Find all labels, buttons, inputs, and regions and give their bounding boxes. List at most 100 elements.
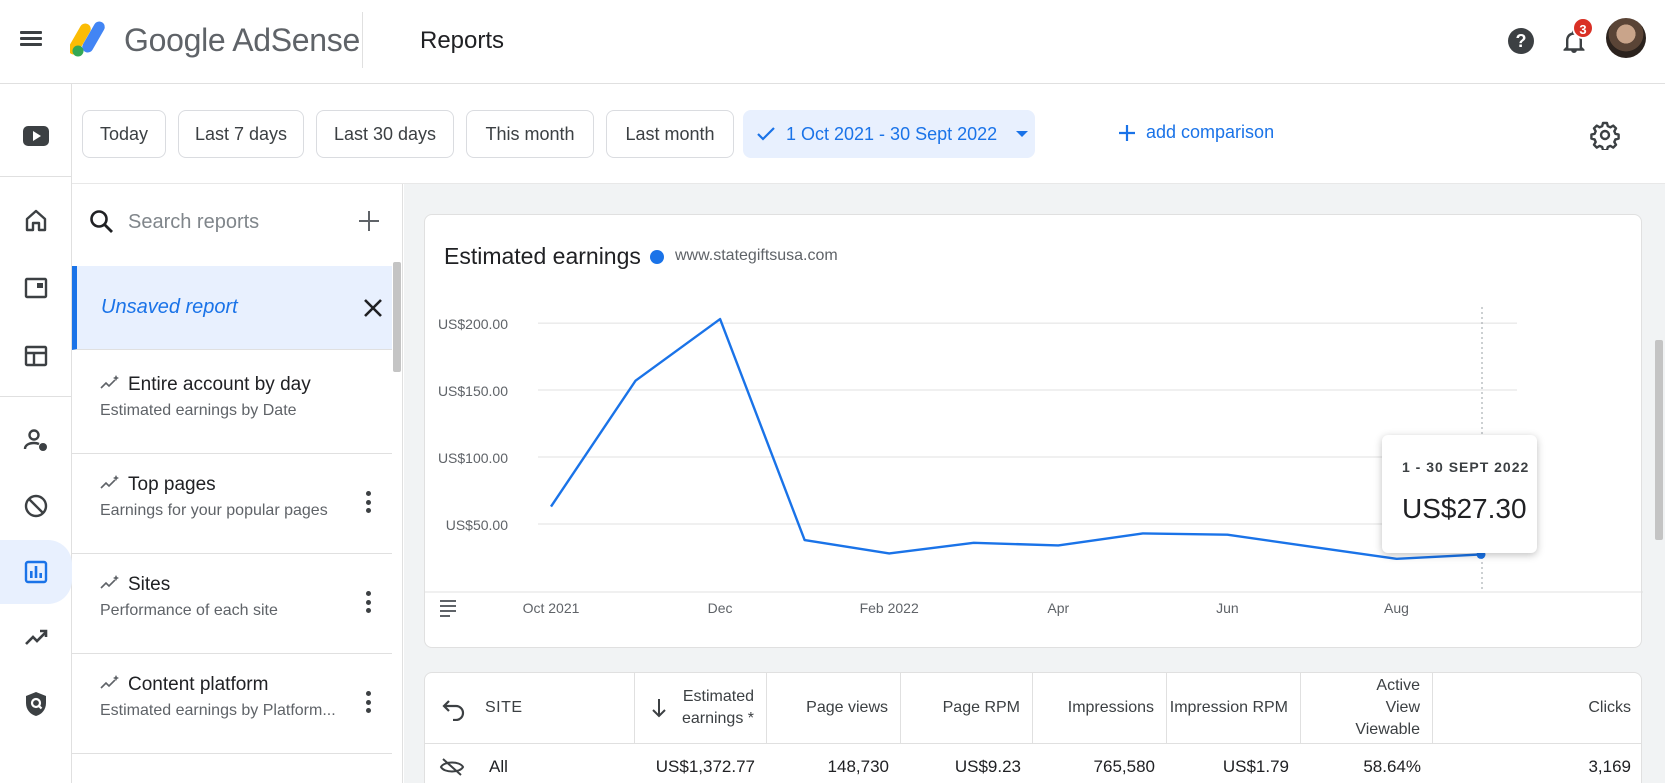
col-header-estimated-earnings[interactable]: Estimated earnings *	[635, 673, 767, 743]
date-filter-bar: Today Last 7 days Last 30 days This mont…	[72, 84, 1665, 184]
report-item-content-platform[interactable]: Content platform Estimated earnings by P…	[72, 650, 392, 754]
blocking-controls-icon[interactable]	[12, 482, 60, 530]
col-header-active-view-viewable[interactable]: Active View Viewable	[1301, 673, 1433, 743]
date-range-dropdown[interactable]: 1 Oct 2021 - 30 Sept 2022	[743, 110, 1035, 158]
series-line[interactable]	[550, 317, 1482, 561]
search-reports-row	[72, 184, 392, 262]
y-tick-label: US$200.00	[438, 316, 508, 332]
table-cell-impressions: 765,580	[1093, 757, 1155, 776]
col-header-page-views[interactable]: Page views	[767, 673, 901, 743]
x-tick-label: Dec	[708, 600, 733, 616]
y-tick-label: US$50.00	[446, 517, 508, 533]
page-title: Reports	[420, 27, 505, 54]
report-item-entire-account[interactable]: Entire account by day Estimated earnings…	[72, 350, 392, 454]
top-app-bar: Google AdSense Reports ? 3	[0, 0, 1665, 84]
chart-tooltip: 1 - 30 SEPT 2022 US$27.30	[1382, 435, 1537, 553]
chip-today[interactable]: Today	[82, 110, 166, 158]
report-title: Content platform	[128, 674, 269, 695]
account-icon[interactable]	[12, 416, 60, 464]
col-header-page-rpm[interactable]: Page RPM	[901, 673, 1033, 743]
optimization-icon[interactable]	[12, 614, 60, 662]
x-tick-label: Jun	[1216, 600, 1239, 616]
close-icon[interactable]	[359, 294, 387, 322]
panel-scrollbar[interactable]	[393, 262, 401, 372]
rail-divider	[0, 176, 72, 177]
adsense-logo-icon	[70, 21, 105, 57]
table-cell-impression-rpm: US$1.79	[1222, 757, 1289, 776]
table-cell-clicks: 3,169	[1588, 757, 1631, 776]
earnings-chart-card: Estimated earnings www.stategiftsusa.com…	[424, 214, 1643, 649]
plus-icon	[1119, 124, 1135, 141]
ads-icon[interactable]	[12, 264, 60, 312]
table-cell-page-views: 148,730	[827, 757, 889, 776]
x-tick-label: Oct 2021	[523, 600, 580, 616]
more-vert-icon[interactable]	[358, 588, 378, 616]
header-divider	[425, 743, 1641, 744]
new-report-plus-icon[interactable]	[354, 206, 384, 236]
home-icon[interactable]	[12, 196, 60, 244]
col-header-label: Estimated earnings *	[681, 688, 754, 727]
notification-badge: 3	[1572, 17, 1594, 39]
report-table: SITE Estimated earnings * Page views Pag…	[424, 672, 1642, 783]
sparkle-chart-icon	[100, 575, 119, 589]
col-header-impression-rpm[interactable]: Impression RPM	[1167, 673, 1301, 743]
search-icon	[90, 210, 113, 233]
table-row-site: All	[489, 757, 508, 776]
brand-name: Google AdSense	[124, 22, 360, 58]
table-cell-active-view: 58.64%	[1363, 757, 1421, 776]
main-menu-icon[interactable]	[18, 28, 44, 54]
col-header-label: Active View Viewable	[1355, 677, 1420, 738]
avatar[interactable]	[1606, 18, 1646, 58]
chip-last-month[interactable]: Last month	[606, 110, 734, 158]
report-item-sites[interactable]: Sites Performance of each site	[72, 550, 392, 654]
col-header-clicks[interactable]: Clicks	[1588, 699, 1631, 716]
report-title: Sites	[128, 574, 171, 595]
tooltip-date: 1 - 30 SEPT 2022	[1402, 459, 1530, 475]
sparkle-chart-icon	[100, 375, 119, 389]
chip-last-7-days[interactable]: Last 7 days	[178, 110, 304, 158]
report-item-top-pages[interactable]: Top pages Earnings for your popular page…	[72, 450, 392, 554]
col-header-site[interactable]: SITE	[425, 673, 635, 743]
gear-icon[interactable]	[1590, 120, 1620, 150]
sort-descending-icon	[652, 699, 666, 718]
tooltip-value: US$27.30	[1402, 493, 1527, 524]
report-subtitle: Performance of each site	[100, 602, 278, 619]
add-comparison-label: add comparison	[1146, 122, 1275, 142]
table-toggle-icon[interactable]	[440, 600, 456, 617]
earnings-line-chart[interactable]: US$200.00 US$150.00 US$100.00 US$50.00 Oct …	[425, 215, 1643, 649]
help-icon[interactable]: ?	[1508, 28, 1534, 54]
y-tick-label: US$150.00	[438, 383, 508, 399]
date-range-label: 1 Oct 2021 - 30 Sept 2022	[786, 123, 998, 144]
check-icon	[757, 127, 775, 141]
rail-divider	[0, 396, 72, 397]
col-header-impressions[interactable]: Impressions	[1033, 673, 1167, 743]
more-vert-icon[interactable]	[358, 488, 378, 516]
table-cell-page-rpm: US$9.23	[954, 757, 1021, 776]
privacy-messaging-icon[interactable]	[12, 680, 60, 728]
unsaved-report-item[interactable]: Unsaved report	[72, 266, 392, 350]
table-cell-earnings: US$1,372.77	[655, 757, 755, 776]
visibility-icon[interactable]	[439, 757, 465, 777]
chip-this-month[interactable]: This month	[466, 110, 594, 158]
col-header-label: SITE	[485, 699, 523, 716]
reports-icon[interactable]	[0, 540, 72, 604]
legend-dot	[650, 250, 664, 264]
sites-icon[interactable]	[12, 332, 60, 380]
undo-icon[interactable]	[441, 695, 467, 721]
report-subtitle: Earnings for your popular pages	[100, 502, 328, 519]
chart-title: Estimated earnings	[444, 243, 641, 269]
youtube-icon[interactable]	[12, 112, 60, 160]
unsaved-report-label: Unsaved report	[101, 296, 238, 318]
more-vert-icon[interactable]	[358, 688, 378, 716]
add-comparison-button[interactable]: add comparison	[1118, 122, 1274, 143]
x-tick-label: Apr	[1047, 600, 1069, 616]
legend-label[interactable]: www.stategiftsusa.com	[675, 247, 838, 264]
header-divider	[362, 12, 363, 68]
report-subtitle: Estimated earnings by Date	[100, 402, 297, 419]
main-scrollbar[interactable]	[1655, 340, 1663, 540]
report-title: Entire account by day	[128, 374, 311, 395]
chip-last-30-days[interactable]: Last 30 days	[316, 110, 454, 158]
dropdown-arrow-icon	[1016, 131, 1029, 137]
search-reports-input[interactable]	[128, 204, 348, 240]
sparkle-chart-icon	[100, 475, 119, 489]
